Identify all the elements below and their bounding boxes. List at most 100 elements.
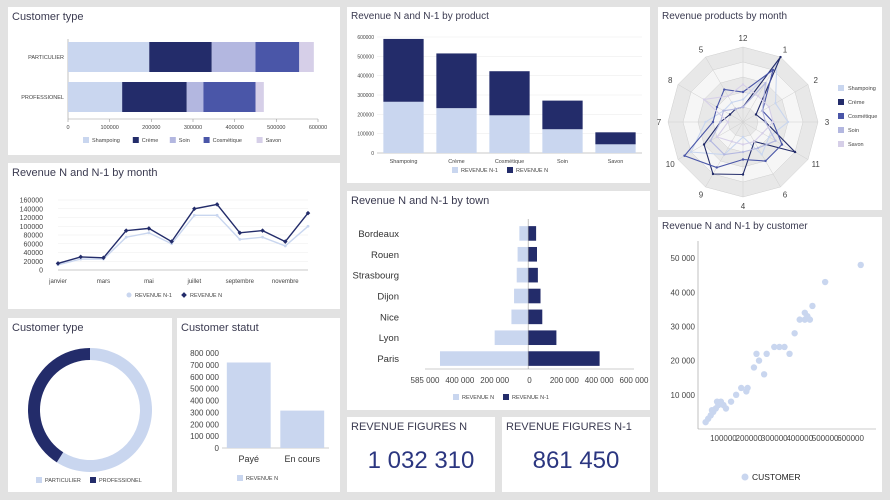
bar-professionel-cosm-tique: [203, 82, 256, 112]
x-tick-label-cr-me: Crème: [448, 159, 465, 165]
radar-point-cosm-tique: [715, 105, 719, 109]
bar-professionel-shampoing: [68, 82, 123, 112]
scatter-point: [791, 330, 798, 337]
radar-axis-label: 6: [783, 191, 788, 200]
radar-point-soin: [723, 153, 726, 156]
category-label-bordeaux: Bordeaux: [358, 229, 399, 240]
bar-particulier-shampoing: [68, 42, 150, 72]
x-tick-label: 600000: [309, 125, 327, 131]
line-point-revenue-n: [214, 202, 220, 207]
bar-dijon-revenue-n-1: [528, 288, 541, 304]
x-tick-label: 100000: [100, 125, 118, 131]
radar-point-cr-me: [779, 55, 782, 59]
legend-swatch-customer: [741, 473, 749, 481]
radar-point-cosm-tique: [683, 154, 686, 157]
radar-axis-label: 9: [699, 191, 704, 200]
x-tick-label: 400000: [225, 125, 243, 131]
legend-swatch-shampoing: [83, 137, 89, 143]
customer-type-donut-chart: PARTICULIER PROFESSIONEL: [28, 348, 153, 484]
radar-point-soin: [709, 139, 712, 142]
category-label-nice: Nice: [380, 312, 399, 323]
radar-chart: 121231164910785ShampoingCrèmeCosmétiqueS…: [657, 34, 878, 211]
scatter-point: [713, 398, 721, 405]
radar-point-savon: [741, 83, 745, 86]
legend-swatch-revenue-n-1: [126, 292, 132, 298]
revenue-product-title: Revenue N and N-1 by product: [351, 11, 489, 22]
x-tick-label: 400000: [786, 434, 813, 443]
y-tick-label: 200000: [357, 112, 374, 118]
line-point-revenue-n-1: [147, 231, 151, 235]
legend-swatch-cosm-tique: [203, 137, 210, 143]
scatter-point: [760, 371, 768, 378]
category-label-rouen: Rouen: [371, 250, 399, 261]
scatter-point: [796, 316, 803, 323]
line-point-revenue-n-1: [215, 213, 219, 217]
y-tick-label: 700 000: [190, 361, 219, 370]
x-tick-label-shampoing: Shampoing: [390, 159, 418, 165]
bar-rouen-revenue-n: [517, 246, 529, 262]
line-point-revenue-n: [169, 239, 174, 244]
y-tick-label: 300 000: [190, 408, 219, 417]
scatter-point: [738, 384, 745, 392]
x-tick-label-juillet: juillet: [187, 279, 202, 285]
legend-swatch-professionel: [90, 477, 96, 483]
radar-point-soin: [764, 81, 767, 85]
x-tick-label-mai: mai: [144, 279, 154, 285]
bar-cr-me-revenue-n: [436, 53, 477, 109]
revenue-customer-panel: Revenue N and N-1 by customer 10 000 20 0…: [658, 217, 882, 492]
bar-en-cours: [280, 410, 325, 448]
line-series-revenue-n-1: [57, 214, 309, 266]
radar-point-shampoing: [786, 120, 790, 124]
radar-point-savon: [761, 132, 764, 135]
x-tick-label: 585 000: [411, 376, 440, 385]
bar-strasbourg-revenue-n: [516, 267, 529, 283]
legend-swatch-cr-me: [132, 137, 139, 143]
legend-label-shampoing: Shampoing: [848, 86, 876, 92]
kpi-revenue-n-panel: REVENUE FIGURES N 1 032 310: [347, 417, 495, 492]
customer-statut-chart: 0 100 000 200 000 300 000 400 000 500 000 600 …: [190, 349, 329, 482]
y-tick-label: 200 000: [190, 420, 219, 429]
radar-point-savon: [753, 140, 756, 143]
legend-label-revenue-n: REVENUE N: [462, 395, 494, 401]
customer-type-bar-chart: PARTICULIER PROFESSIONEL 0 100000 200000 3000…: [21, 39, 327, 144]
kpi-revenue-n-title: REVENUE FIGURES N: [351, 421, 468, 433]
bar-professionel-savon: [255, 82, 264, 112]
bar-particulier-soin: [211, 42, 256, 72]
y-tick-label: 120000: [20, 215, 43, 222]
legend-swatch-revenue-n: [237, 475, 243, 481]
x-tick-label: 300000: [761, 434, 788, 443]
radar-point-savon: [771, 120, 775, 124]
category-label-lyon: Lyon: [379, 333, 399, 344]
y-tick-label: 400000: [357, 74, 374, 80]
radar-point-cr-me: [711, 172, 715, 176]
legend-swatch-shampoing: [838, 85, 844, 91]
y-tick-label: 0: [39, 268, 43, 275]
radar-point-savon: [767, 105, 771, 109]
radar-point-savon: [715, 135, 719, 139]
radar-panel: Revenue products by month 12 1 2 3 11 6 4 9 10 7 8…: [657, 7, 882, 211]
bar-pay: [226, 362, 271, 448]
radar-point-shampoing: [730, 101, 733, 104]
radar-point-cr-me: [702, 143, 706, 146]
y-tick-label: 600000: [357, 35, 374, 41]
bar-dijon-revenue-n: [514, 288, 529, 304]
legend-label-revenue-n: REVENUE N: [516, 168, 548, 174]
bar-paris-revenue-n-1: [528, 351, 600, 366]
x-tick-label: 300000: [184, 125, 202, 131]
line-point-revenue-n: [260, 228, 265, 233]
radar-axis-label: 4: [741, 202, 746, 211]
radar-axis-label: 2: [814, 76, 819, 85]
scatter-point: [753, 350, 760, 357]
radar-point-savon: [730, 140, 733, 143]
radar-axis-label: 12: [739, 34, 748, 43]
customer-statut-panel: Customer statut 0 100 000 200 000 300 000 40…: [177, 318, 340, 492]
legend-swatch-revenue-n: [181, 292, 187, 298]
donut-slice-professionel: [28, 348, 90, 463]
bar-soin-revenue-n-1: [542, 129, 583, 153]
x-tick-label: 600000: [837, 434, 864, 443]
y-tick-label: 100000: [20, 224, 43, 231]
kpi-revenue-n-value: 1 032 310: [367, 447, 475, 474]
bar-paris-revenue-n: [439, 351, 529, 366]
line-point-revenue-n: [237, 230, 243, 236]
